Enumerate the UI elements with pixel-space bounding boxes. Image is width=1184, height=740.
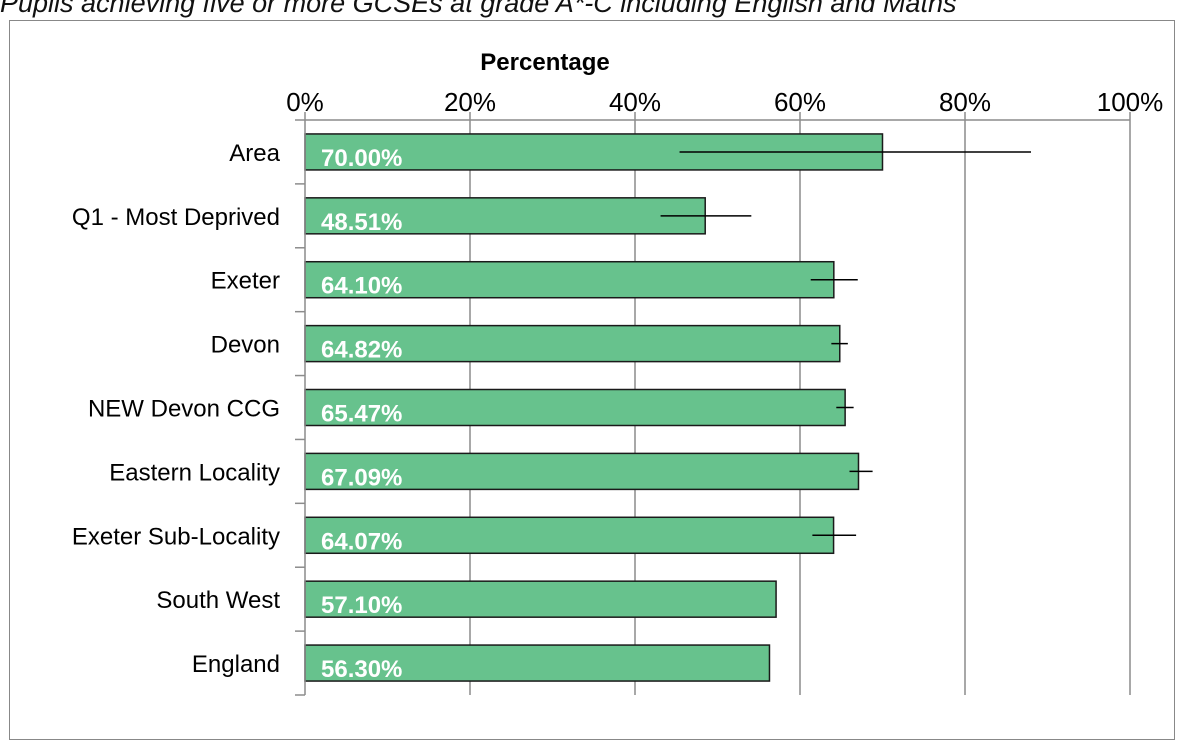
x-axis-title: Percentage <box>480 49 609 76</box>
category-label: Devon <box>211 332 280 359</box>
x-tick-label: 20% <box>444 87 496 117</box>
bar <box>304 644 771 682</box>
data-label: 70.00% <box>321 145 402 172</box>
category-label: Eastern Locality <box>109 459 280 486</box>
data-label: 56.30% <box>321 656 402 683</box>
chart-title: Pupils achieving five or more GCSEs at g… <box>0 0 957 18</box>
category-label: South West <box>156 587 280 614</box>
data-label: 65.47% <box>321 401 402 428</box>
x-tick-label: 60% <box>774 87 826 117</box>
bars: 70.00% 48.51% 64.10% 64.82% 65.47% 67.09% 64.0… <box>304 133 1031 683</box>
category-label: Q1 - Most Deprived <box>72 204 280 231</box>
axes: 0% 20% 40% 60% 80% 100% Area Q1 - Most Deprived… <box>72 87 1164 696</box>
bar <box>304 324 841 363</box>
category-label: NEW Devon CCG <box>88 396 280 423</box>
data-label: 67.09% <box>321 464 402 491</box>
category-label: Exeter <box>211 268 280 295</box>
x-tick-label: 100% <box>1097 87 1164 117</box>
bar <box>304 580 777 618</box>
category-label: Area <box>229 140 280 167</box>
x-tick-label: 80% <box>939 87 991 117</box>
data-label: 48.51% <box>321 209 402 236</box>
data-label: 64.10% <box>321 273 402 300</box>
data-label: 64.82% <box>321 337 402 364</box>
x-tick-label: 0% <box>286 87 324 117</box>
category-label: Exeter Sub-Locality <box>72 523 280 550</box>
data-label: 57.10% <box>321 592 402 619</box>
bar-chart: 70.00% 48.51% 64.10% 64.82% 65.47% 67.09% 64.0… <box>72 49 1164 696</box>
data-label: 64.07% <box>321 528 402 555</box>
x-tick-label: 40% <box>609 87 661 117</box>
bar <box>304 388 846 427</box>
category-label: England <box>192 651 280 678</box>
bar <box>304 516 835 555</box>
